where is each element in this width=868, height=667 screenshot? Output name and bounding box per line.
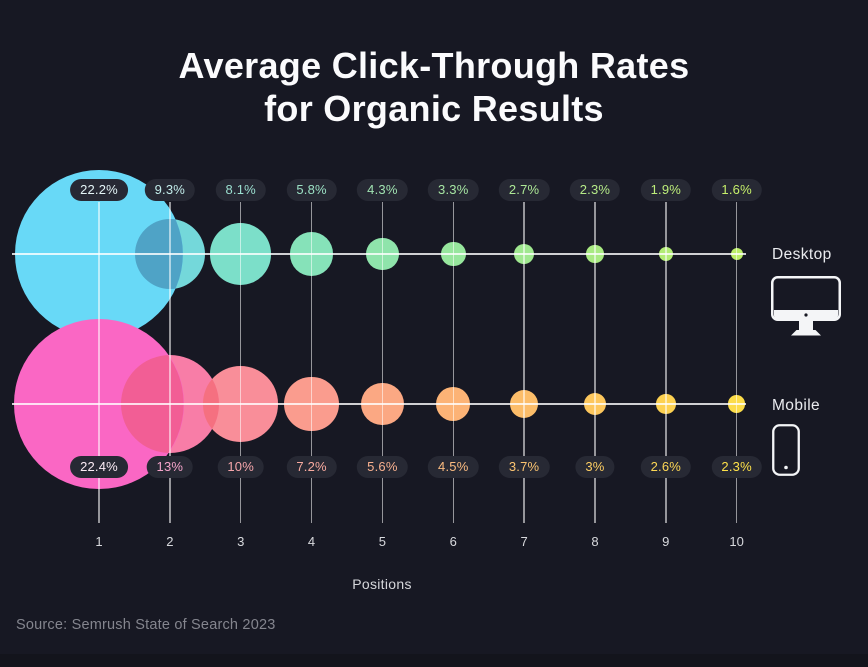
grid-vline-pos5 bbox=[381, 202, 384, 523]
x-tick-5: 5 bbox=[378, 534, 387, 549]
mobile-value-label-pos2: 13% bbox=[146, 456, 194, 478]
mobile-value-label-pos5: 5.6% bbox=[357, 456, 408, 478]
grid-vline-pos3 bbox=[239, 202, 242, 523]
desktop-value-label-pos7: 2.7% bbox=[498, 179, 550, 201]
x-tick-9: 9 bbox=[662, 534, 670, 549]
desktop-monitor-icon bbox=[771, 276, 841, 341]
x-tick-10: 10 bbox=[729, 534, 744, 549]
desktop-value-label-pos5: 4.3% bbox=[357, 179, 408, 201]
mobile-value-label-pos1: 22.4% bbox=[70, 456, 128, 478]
chart-title-line1: Average Click-Through Rates bbox=[178, 45, 690, 86]
mobile-axis-line bbox=[12, 403, 746, 405]
legend-mobile-label: Mobile bbox=[772, 397, 821, 414]
mobile-phone-icon bbox=[772, 424, 800, 481]
mobile-value-label-pos3: 10% bbox=[217, 456, 264, 478]
desktop-axis-line bbox=[12, 253, 746, 255]
desktop-value-label-pos8: 2.3% bbox=[569, 179, 621, 201]
x-tick-2: 2 bbox=[166, 534, 174, 549]
mobile-value-label-pos4: 7.2% bbox=[286, 456, 337, 478]
footer-strip bbox=[0, 654, 868, 667]
grid-vline-pos10 bbox=[735, 202, 738, 523]
desktop-value-label-pos9: 1.9% bbox=[640, 179, 692, 201]
grid-vline-pos1 bbox=[98, 202, 100, 523]
mobile-value-label-pos7: 3.7% bbox=[498, 456, 550, 478]
desktop-value-label-pos4: 5.8% bbox=[286, 179, 337, 201]
grid-vline-pos4 bbox=[310, 202, 313, 523]
desktop-value-label-pos2: 9.3% bbox=[144, 179, 196, 201]
desktop-value-label-pos3: 8.1% bbox=[215, 179, 266, 201]
x-tick-8: 8 bbox=[591, 534, 599, 549]
desktop-value-label-pos10: 1.6% bbox=[711, 179, 762, 201]
mobile-value-label-pos10: 2.3% bbox=[711, 456, 762, 478]
desktop-value-label-pos6: 3.3% bbox=[428, 179, 479, 201]
grid-vline-pos6 bbox=[452, 202, 454, 523]
x-tick-6: 6 bbox=[449, 534, 457, 549]
x-axis-label: Positions bbox=[352, 576, 412, 592]
mobile-value-label-pos9: 2.6% bbox=[640, 456, 692, 478]
grid-vline-pos2 bbox=[169, 202, 171, 523]
chart-title-line2: for Organic Results bbox=[264, 88, 604, 129]
x-tick-3: 3 bbox=[237, 534, 245, 549]
x-tick-1: 1 bbox=[95, 534, 103, 549]
x-tick-7: 7 bbox=[520, 534, 528, 549]
mobile-value-label-pos8: 3% bbox=[575, 456, 615, 478]
x-tick-4: 4 bbox=[307, 534, 316, 549]
grid-vline-pos8 bbox=[594, 202, 596, 523]
desktop-value-label-pos1: 22.2% bbox=[70, 179, 128, 201]
chart-title: Average Click-Through Rates for Organic … bbox=[0, 44, 868, 130]
legend-desktop-label: Desktop bbox=[772, 246, 832, 263]
grid-vline-pos9 bbox=[665, 202, 667, 523]
mobile-value-label-pos6: 4.5% bbox=[428, 456, 479, 478]
source-attribution: Source: Semrush State of Search 2023 bbox=[16, 617, 276, 633]
grid-vline-pos7 bbox=[523, 202, 525, 523]
